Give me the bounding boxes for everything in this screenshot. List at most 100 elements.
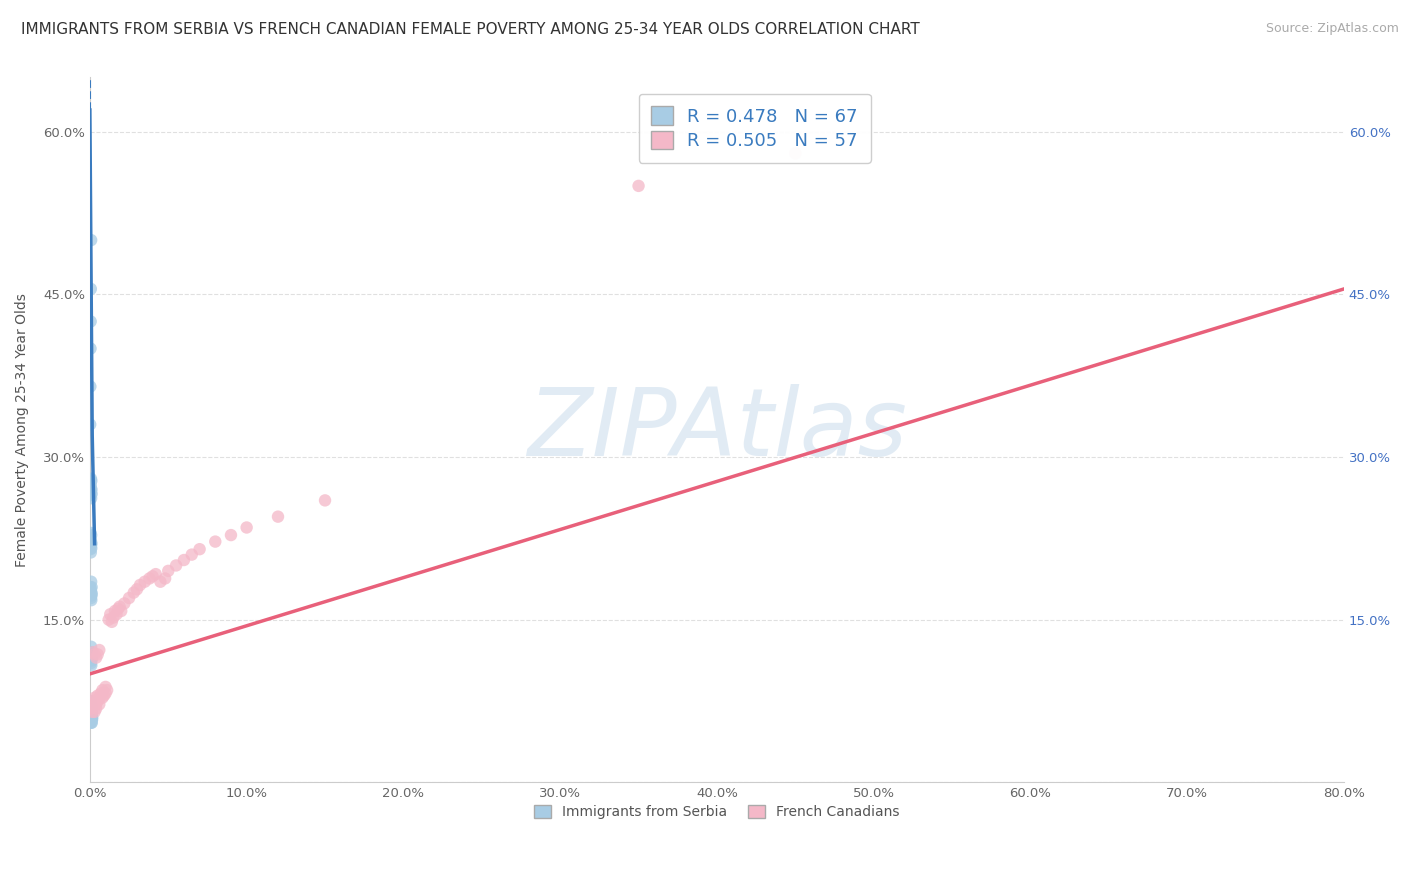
Point (80, 701, 103, 715)
Point (80, 713, 103, 727)
Point (80, 650, 103, 665)
Point (80, 713, 103, 727)
Point (129, 578, 152, 592)
Point (89, 643, 111, 657)
Legend: Immigrants from Serbia, French Canadians: Immigrants from Serbia, French Canadians (529, 799, 905, 825)
Point (125, 582, 148, 597)
Point (80, 640, 103, 654)
Point (79, 488, 101, 502)
Point (86, 694, 108, 708)
Point (89, 698, 111, 712)
Point (80, 472, 103, 486)
Point (80, 487, 103, 501)
Point (134, 574, 156, 589)
Point (79, 650, 101, 665)
Point (80, 585, 103, 599)
Point (785, 146, 807, 161)
Point (84, 701, 107, 715)
Point (79, 314, 101, 328)
Point (108, 599, 131, 614)
Point (80, 537, 103, 551)
Point (80, 654, 103, 668)
Point (86, 689, 108, 703)
Point (80, 715, 103, 730)
Point (93, 689, 115, 703)
Point (80, 593, 103, 607)
Point (79, 484, 101, 499)
Point (112, 596, 135, 610)
Point (80, 580, 103, 594)
Point (122, 585, 145, 599)
Point (98, 607, 121, 622)
Point (80, 233, 103, 247)
Point (82, 645, 104, 659)
Point (79, 537, 101, 551)
Point (79, 708, 101, 723)
Point (80, 705, 103, 719)
Point (84, 698, 107, 712)
Point (80, 574, 103, 589)
Point (80, 528, 103, 542)
Point (104, 604, 127, 618)
Point (79, 701, 101, 715)
Point (79, 483, 101, 497)
Point (79, 645, 101, 659)
Point (82, 694, 104, 708)
Point (79, 539, 101, 553)
Point (82, 710, 104, 724)
Point (149, 574, 172, 589)
Y-axis label: Female Poverty Among 25-34 Year Olds: Female Poverty Among 25-34 Year Olds (15, 293, 30, 566)
Point (80, 710, 103, 724)
Point (82, 699, 104, 714)
Point (79, 705, 101, 719)
Point (80, 698, 103, 712)
Point (80, 699, 103, 714)
Point (80, 656, 103, 670)
Point (94, 680, 117, 694)
Point (80, 694, 103, 708)
Point (91, 683, 114, 698)
Point (80, 589, 103, 603)
Point (80, 545, 103, 559)
Point (103, 610, 125, 624)
Point (79, 542, 101, 557)
Point (80, 480, 103, 494)
Point (94, 686, 117, 700)
Point (79, 713, 101, 727)
Point (97, 613, 120, 627)
Point (80, 483, 103, 497)
Text: ZIPAtlas: ZIPAtlas (527, 384, 907, 475)
Point (79, 580, 101, 594)
Point (80, 645, 103, 659)
Point (90, 686, 112, 700)
Point (101, 615, 124, 629)
Point (79, 582, 101, 597)
Point (173, 553, 195, 567)
Point (180, 548, 202, 562)
Point (188, 542, 211, 557)
Point (89, 690, 111, 705)
Point (79, 648, 101, 662)
Point (267, 509, 290, 524)
Point (79, 525, 101, 540)
Point (79, 379, 101, 393)
Point (79, 699, 101, 714)
Point (79, 532, 101, 546)
Point (157, 564, 180, 578)
Point (80, 591, 103, 605)
Point (79, 715, 101, 730)
Point (80, 710, 103, 724)
Point (84, 650, 107, 665)
Point (142, 569, 165, 583)
Point (80, 588, 103, 602)
Point (110, 604, 132, 618)
Point (80, 706, 103, 721)
Point (79, 342, 101, 356)
Point (138, 572, 160, 586)
Point (145, 567, 167, 582)
Point (118, 591, 141, 605)
Point (96, 683, 118, 698)
Point (80, 474, 103, 488)
Point (79, 585, 101, 599)
Point (80, 658, 103, 673)
